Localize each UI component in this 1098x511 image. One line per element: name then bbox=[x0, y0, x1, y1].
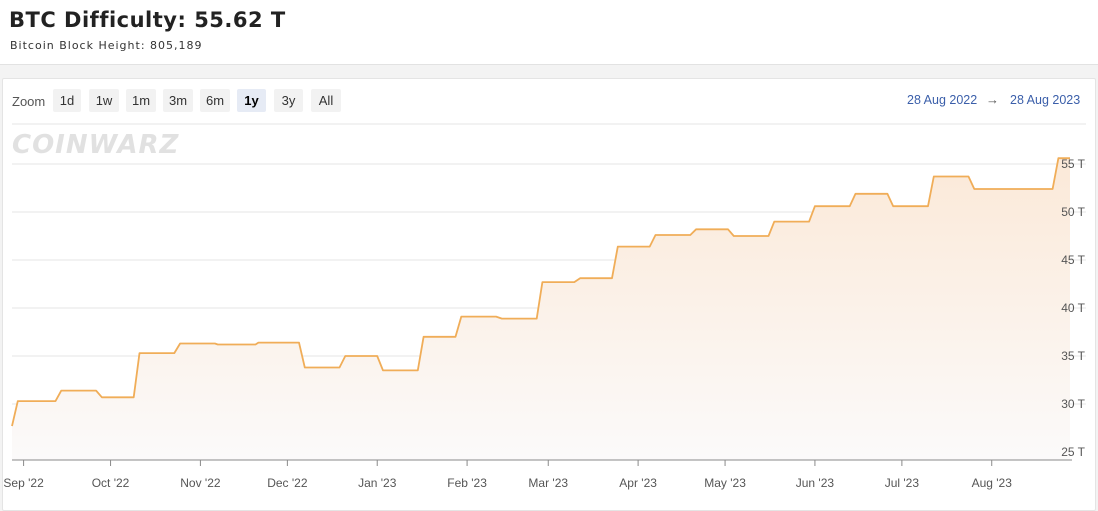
y-tick-label: 35 T bbox=[1061, 349, 1085, 363]
difficulty-series-line bbox=[11, 157, 1070, 427]
x-tick-label: Dec '22 bbox=[267, 476, 308, 490]
page-title: BTC Difficulty: 55.62 T bbox=[9, 8, 286, 32]
x-tick-label: Mar '23 bbox=[528, 476, 568, 490]
y-axis: 25 T 30 T 35 T 40 T 45 T 50 T 55 T bbox=[1061, 157, 1085, 459]
y-tick-label: 55 T bbox=[1061, 157, 1085, 171]
coinwarz-watermark: COINWARZ bbox=[12, 130, 180, 160]
y-tick-label: 45 T bbox=[1061, 253, 1085, 267]
y-tick-label: 40 T bbox=[1061, 301, 1085, 315]
x-tick-label: Aug '23 bbox=[972, 476, 1013, 490]
x-tick-label: Nov '22 bbox=[180, 476, 221, 490]
difficulty-area-fill bbox=[12, 158, 1070, 460]
x-tick-label: Jun '23 bbox=[796, 476, 835, 490]
header-card: BTC Difficulty: 55.62 T Bitcoin Block He… bbox=[0, 0, 1098, 65]
range-from-date[interactable]: 28 Aug 2022 bbox=[907, 93, 978, 107]
x-tick-label: Apr '23 bbox=[619, 476, 657, 490]
y-tick-label: 50 T bbox=[1061, 205, 1085, 219]
zoom-button-1d[interactable]: 1d bbox=[53, 89, 81, 112]
zoom-button-all[interactable]: All bbox=[311, 89, 341, 112]
arrow-right-icon: → bbox=[986, 92, 999, 107]
zoom-button-1w[interactable]: 1w bbox=[89, 89, 119, 112]
zoom-button-3m[interactable]: 3m bbox=[163, 89, 193, 112]
x-tick-label: Feb '23 bbox=[447, 476, 487, 490]
y-tick-label: 25 T bbox=[1061, 445, 1085, 459]
x-tick-label: May '23 bbox=[704, 476, 746, 490]
x-axis: Sep '22 Oct '22 Nov '22 Dec '22 Jan '23 Feb '… bbox=[3, 459, 1072, 490]
x-tick-label: Jan '23 bbox=[358, 476, 397, 490]
x-tick-label: Jul '23 bbox=[885, 476, 920, 490]
block-height-subtitle: Bitcoin Block Height: 805,189 bbox=[10, 39, 203, 52]
zoom-button-1y[interactable]: 1y bbox=[237, 89, 266, 112]
x-tick-label: Sep '22 bbox=[3, 476, 44, 490]
y-tick-label: 30 T bbox=[1061, 397, 1085, 411]
zoom-button-1m[interactable]: 1m bbox=[126, 89, 156, 112]
x-tick-label: Oct '22 bbox=[92, 476, 130, 490]
range-to-date[interactable]: 28 Aug 2023 bbox=[1010, 93, 1081, 107]
zoom-label: Zoom bbox=[12, 94, 46, 109]
zoom-button-6m[interactable]: 6m bbox=[200, 89, 230, 112]
zoom-button-3y[interactable]: 3y bbox=[274, 89, 303, 112]
